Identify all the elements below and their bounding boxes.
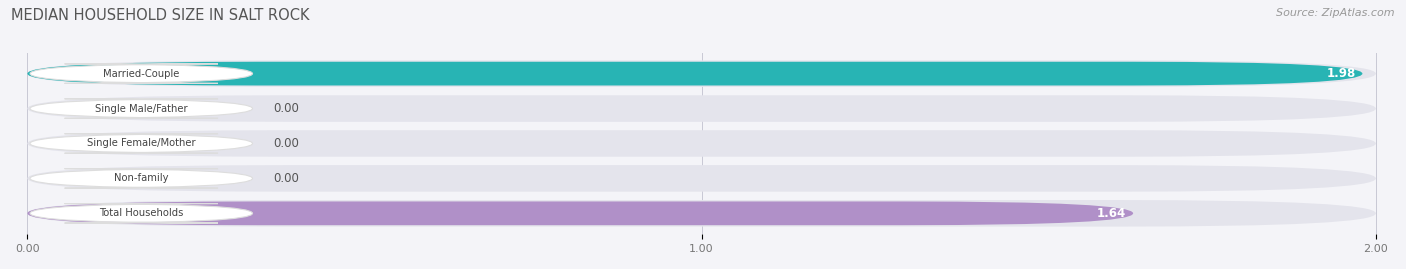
Text: Married-Couple: Married-Couple	[103, 69, 180, 79]
Text: 1.64: 1.64	[1097, 207, 1126, 220]
FancyBboxPatch shape	[27, 62, 1362, 86]
Text: Source: ZipAtlas.com: Source: ZipAtlas.com	[1277, 8, 1395, 18]
Text: 0.00: 0.00	[273, 102, 298, 115]
Text: 0.00: 0.00	[273, 137, 298, 150]
Text: Single Male/Father: Single Male/Father	[96, 104, 187, 114]
Text: Total Households: Total Households	[98, 208, 183, 218]
Text: Single Female/Mother: Single Female/Mother	[87, 139, 195, 148]
FancyBboxPatch shape	[27, 130, 1376, 157]
FancyBboxPatch shape	[30, 134, 253, 153]
FancyBboxPatch shape	[30, 204, 253, 223]
Text: Non-family: Non-family	[114, 174, 169, 183]
Text: MEDIAN HOUSEHOLD SIZE IN SALT ROCK: MEDIAN HOUSEHOLD SIZE IN SALT ROCK	[11, 8, 309, 23]
Text: 1.98: 1.98	[1326, 67, 1355, 80]
FancyBboxPatch shape	[30, 99, 253, 118]
FancyBboxPatch shape	[30, 169, 253, 188]
FancyBboxPatch shape	[27, 200, 1376, 226]
FancyBboxPatch shape	[27, 60, 1376, 87]
FancyBboxPatch shape	[27, 201, 1133, 225]
FancyBboxPatch shape	[30, 64, 253, 83]
Text: 0.00: 0.00	[273, 172, 298, 185]
FancyBboxPatch shape	[27, 95, 1376, 122]
FancyBboxPatch shape	[27, 165, 1376, 192]
